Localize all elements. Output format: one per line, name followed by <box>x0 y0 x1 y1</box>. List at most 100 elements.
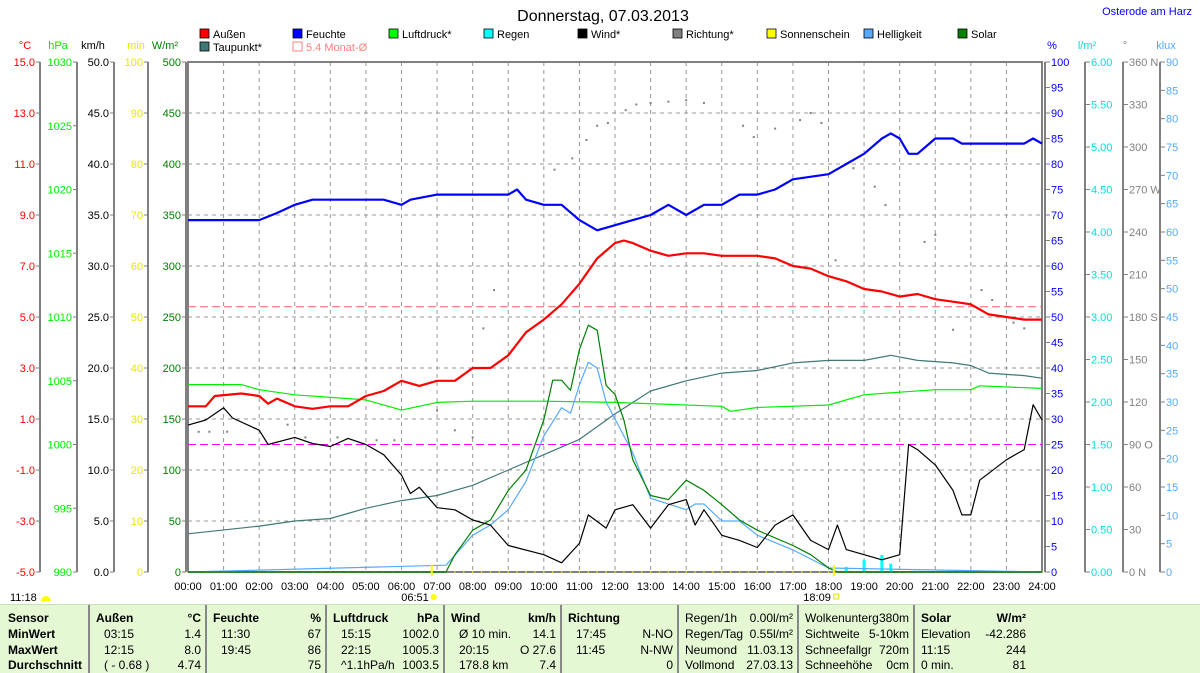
legend-swatch <box>292 41 303 52</box>
direction-point <box>873 185 876 188</box>
x-tick-label: 07:00 <box>423 581 451 593</box>
axis-tick-label: 7.0 <box>20 261 35 273</box>
axis-tick-label: 3.50 <box>1091 270 1112 282</box>
x-tick-label: 02:00 <box>245 581 273 593</box>
axis-tick-label: 50 <box>131 312 143 324</box>
legend-item-1: Feuchte <box>292 28 346 41</box>
sunshine-tick <box>818 571 821 573</box>
legend-label: Taupunkt* <box>213 42 263 54</box>
x-tick-label: 08:00 <box>459 581 487 593</box>
direction-point <box>809 112 812 114</box>
legend-item-2: Luftdruck* <box>388 28 452 41</box>
axis-tick-label: 15 <box>1051 491 1063 503</box>
weather-chart: Donnerstag, 07.03.2013 Osterode am Harz … <box>10 6 1192 604</box>
stats-value: 27.03.13 <box>746 658 793 672</box>
stats-label: Ø 10 min. <box>459 627 512 641</box>
x-tick-label: 13:00 <box>637 581 665 593</box>
stats-label: Feuchte <box>213 611 260 625</box>
axis-wind: km/h 50.0 45.0 40.0 35.0 30.0 25.0 20.0 15.0 10.0… <box>81 40 115 579</box>
axis-tick-label: 80 <box>1051 159 1063 171</box>
x-tick-label: 09:00 <box>494 581 522 593</box>
x-tick-label: 18:00 <box>815 581 843 593</box>
stats-label: Wind <box>451 611 481 625</box>
axis-tick-label: 30 <box>1166 397 1178 409</box>
stats-label: 11:15 <box>921 643 951 657</box>
axis-tick-label: 45.0 <box>88 108 109 120</box>
axis-tick-label: 200 <box>163 363 181 375</box>
x-tick-label: 10:00 <box>530 581 558 593</box>
series <box>187 99 1043 573</box>
x-tick-label: 14:00 <box>672 581 700 593</box>
stats-label: 19:45 <box>221 643 252 657</box>
axis-tick-label: 5 <box>1166 539 1172 551</box>
axis-tick-label: 65 <box>1166 199 1178 211</box>
legend-swatch <box>577 28 588 39</box>
x-tick-label: 11:00 <box>566 581 593 593</box>
direction-point <box>702 102 705 105</box>
axis-tick-label: 30 <box>131 414 143 426</box>
direction-point <box>952 328 955 331</box>
sunshine-tick <box>623 571 625 573</box>
stats-value: N-NO <box>642 627 673 641</box>
axis-tick-label: 35 <box>1051 389 1063 401</box>
x-tick-label: 05:00 <box>352 581 380 593</box>
x-tick-label: 17:00 <box>779 581 807 593</box>
stats-label: Neumond <box>685 643 738 657</box>
direction-point <box>649 102 652 105</box>
stats-value: 4.74 <box>177 658 201 672</box>
legend-swatch <box>292 28 303 39</box>
stats-value: 0.00l/m² <box>749 611 793 625</box>
axis-tick-label: 90 O <box>1129 440 1153 452</box>
axis-tick-label: 240 <box>1129 227 1147 239</box>
axis-tick-label: 20 <box>1051 465 1063 477</box>
stats-value: 67 <box>307 627 321 641</box>
axis-tick-label: 25 <box>1051 440 1063 452</box>
axis-rain: l/m² 6.00 5.50 5.00 4.50 4.00 3.50 3.00 2.50 2.00… <box>1078 40 1113 579</box>
sunshine-tick <box>801 571 803 573</box>
axis-tick-label: 5.50 <box>1091 100 1112 112</box>
axis-tick-label: 70 <box>131 210 143 222</box>
axis-tick-label: 5.0 <box>20 312 35 324</box>
axis-tick-label: 20 <box>131 465 143 477</box>
axis-unit: km/h <box>81 40 105 52</box>
direction-point <box>774 127 777 130</box>
axis-tick-label: 30.0 <box>88 261 109 273</box>
axis-tick-label: 100 <box>1051 57 1069 69</box>
legend-item-0: Außen <box>199 28 245 41</box>
direction-point <box>923 240 926 243</box>
x-tick-label: 24:00 <box>1028 581 1056 593</box>
legend-item-10: 5.4 Monat-Ø <box>292 41 368 54</box>
axis-tick-label: 45 <box>1051 338 1063 350</box>
axis-tick-label: 990 <box>54 567 72 579</box>
sunshine-tick <box>703 571 705 573</box>
sunshine-tick <box>605 571 607 573</box>
legend-label: Solar <box>971 29 997 41</box>
axis-tick-label: 35 <box>1166 369 1178 381</box>
x-tick-label: 21:00 <box>921 581 949 593</box>
axis-tick-label: 70 <box>1166 170 1178 182</box>
location-link[interactable]: Osterode am Harz <box>1102 6 1192 18</box>
axis-tick-label: 2.50 <box>1091 355 1112 367</box>
axis-tick-label: 0 <box>1051 567 1057 579</box>
axis-tick-label: 60 <box>1129 482 1141 494</box>
stats-label: ( - 0.68 ) <box>104 658 150 672</box>
direction-point <box>852 167 855 170</box>
axis-tick-label: 40 <box>131 363 143 375</box>
axis-tick-label: 55 <box>1166 255 1178 267</box>
x-tick-label: 19:00 <box>850 581 878 593</box>
direction-point <box>208 430 211 433</box>
legend-swatch <box>672 28 683 39</box>
stats-label: Durchschnitt <box>8 658 83 672</box>
rain-bar <box>844 566 848 572</box>
direction-point <box>624 109 627 112</box>
stats-value: % <box>310 611 321 625</box>
legend-swatch <box>863 28 874 39</box>
direction-point <box>553 168 556 171</box>
axis-tick-label: 270 W <box>1129 185 1161 197</box>
axis-tick-label: 40 <box>1051 363 1063 375</box>
axis-tick-label: 90 <box>1166 57 1178 69</box>
x-tick-label: 01:00 <box>210 581 238 593</box>
axis-tick-label: 300 <box>1129 142 1147 154</box>
